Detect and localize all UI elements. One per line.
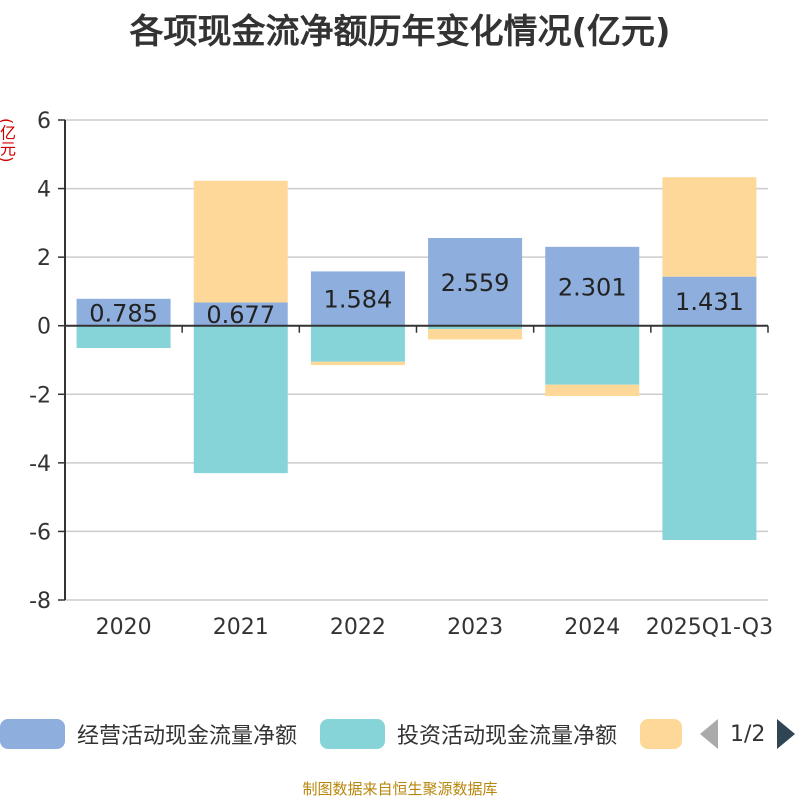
data-label: 1.584	[324, 286, 393, 314]
bar-series2	[310, 361, 405, 366]
bar-series0	[76, 298, 171, 326]
data-label: 2.559	[441, 269, 510, 297]
bar-series2	[662, 177, 757, 277]
bar-series1	[662, 325, 757, 540]
bar-series0	[545, 246, 640, 326]
bar-series1	[310, 325, 405, 362]
data-label: 2.301	[558, 273, 627, 301]
x-tick-label: 2021	[213, 615, 269, 640]
chart-title: 各项现金流净额历年变化情况(亿元)	[129, 12, 671, 52]
y-tick-label: 0	[37, 315, 51, 340]
legend-label: 经营活动现金流量净额	[77, 724, 298, 749]
legend-item-investing[interactable]: 投资活动现金流量净额	[320, 714, 617, 754]
data-labels: 0.785 0.677 1.584 2.559 2.301 1.431	[89, 269, 744, 329]
bar-series1	[193, 325, 288, 474]
grid-lines	[65, 119, 768, 601]
bar-series0	[662, 276, 757, 326]
data-label: 0.677	[206, 301, 275, 329]
legend-page-indicator: 1/2	[730, 721, 766, 747]
bar-series1	[545, 325, 640, 385]
x-tick-label: 2020	[96, 615, 152, 640]
y-tick-label: 6	[37, 109, 51, 134]
legend-swatch	[0, 719, 65, 749]
y-tick-label: -8	[29, 589, 51, 614]
source-note: 制图数据来自恒生聚源数据库	[302, 780, 498, 798]
data-label: 1.431	[675, 288, 744, 316]
chart-plot: 0.785 0.677 1.584 2.559 2.301 1.431 6 4 2 0 -2 -4 -…	[29, 109, 773, 640]
x-tick-label: 2022	[330, 615, 386, 640]
bar-series2	[545, 384, 640, 396]
legend-label: 投资活动现金流量净额	[397, 724, 618, 749]
bar-series1	[428, 325, 523, 330]
x-tick-label: 2024	[564, 615, 620, 640]
bar-series0	[310, 271, 405, 326]
y-tick-label: 2	[37, 246, 51, 271]
bar-series2	[428, 329, 523, 340]
y-tick-label: -6	[29, 520, 51, 545]
bar-series0	[193, 302, 288, 326]
data-label: 0.785	[89, 299, 158, 327]
y-tick-label: -2	[29, 383, 51, 408]
x-tick-label: 2023	[447, 615, 503, 640]
y-axis-unit: (亿元)	[0, 118, 16, 163]
legend-swatch	[640, 719, 682, 749]
axes: 6 4 2 0 -2 -4 -6 -8 2020 2021 2022 2023 2024 2025Q1-Q…	[29, 109, 773, 640]
legend-item-financing[interactable]	[640, 714, 682, 754]
y-tick-label: 4	[37, 178, 51, 203]
y-tick-label: -4	[29, 452, 51, 477]
x-tick-label: 2025Q1-Q3	[646, 615, 773, 640]
previous-page-icon[interactable]	[700, 719, 718, 749]
legend-pager: 1/2	[700, 714, 796, 754]
legend-item-operating[interactable]: 经营活动现金流量净额	[0, 714, 297, 754]
legend: 经营活动现金流量净额 投资活动现金流量净额	[0, 714, 800, 754]
next-page-icon[interactable]	[777, 719, 796, 749]
legend-swatch	[320, 719, 385, 749]
bar-series0	[428, 237, 523, 326]
bars	[76, 177, 757, 540]
bar-series1	[76, 325, 171, 348]
bar-series2	[193, 180, 288, 303]
